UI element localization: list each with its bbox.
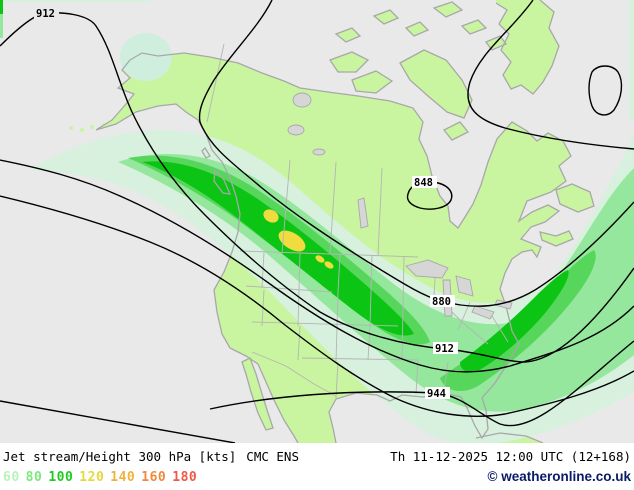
contour-label-912-center: 912 bbox=[435, 343, 454, 355]
baja-california bbox=[242, 358, 273, 430]
contour-unlabeled-mid bbox=[0, 159, 634, 373]
speed-legend: 60 80 100 120 140 160 180 bbox=[3, 468, 203, 488]
contour-880 bbox=[198, 0, 634, 307]
legend-value-140: 140 bbox=[110, 470, 136, 485]
legend-value-160: 160 bbox=[141, 470, 167, 485]
bering-sea-blob bbox=[120, 33, 172, 81]
caption-legend-row: 60 80 100 120 140 160 180 © weatheronline.co.u… bbox=[3, 467, 631, 487]
jetstream-map-image: 912 848 880 912 944 bbox=[0, 0, 634, 443]
legend-value-60: 60 bbox=[3, 470, 20, 485]
caption-title-row: Jet stream/Height 300 hPa [kts] CMC ENS T… bbox=[3, 447, 631, 467]
contour-label-912-nw: 912 bbox=[36, 8, 55, 20]
contour-label-layer: 912 848 880 912 944 bbox=[34, 7, 458, 400]
legend-value-120: 120 bbox=[79, 470, 105, 485]
contour-closed-greenland bbox=[588, 65, 623, 116]
product-title: Jet stream/Height 300 hPa [kts] CMC ENS bbox=[3, 449, 299, 464]
contour-label-848: 848 bbox=[414, 177, 433, 189]
aleutian-islands bbox=[69, 123, 106, 132]
contour-pacific-south bbox=[0, 400, 236, 443]
edge-strip-left bbox=[0, 0, 3, 14]
edge-strip-right bbox=[629, 0, 634, 120]
valid-datetime: Th 11-12-2025 12:00 UTC (12+168) bbox=[390, 449, 631, 464]
height-contour-layer bbox=[0, 0, 634, 443]
map-canvas: 912 848 880 912 944 bbox=[0, 0, 634, 443]
border-layer bbox=[95, 0, 595, 443]
contour-label-880: 880 bbox=[432, 296, 451, 308]
caption-bar: Jet stream/Height 300 hPa [kts] CMC ENS T… bbox=[0, 443, 634, 490]
contour-northeast bbox=[467, 0, 634, 150]
band-120kt-patches bbox=[263, 209, 334, 269]
band-100kt-west bbox=[142, 161, 414, 336]
contour-912 bbox=[0, 12, 634, 363]
lakes bbox=[287, 92, 513, 320]
jetstream-shading-layer bbox=[0, 0, 634, 443]
legend-value-80: 80 bbox=[25, 470, 43, 485]
coastlines bbox=[95, 0, 595, 443]
copyright-text: © weatheronline.co.uk bbox=[487, 469, 631, 484]
legend-value-180: 180 bbox=[172, 470, 198, 485]
band-100kt-east bbox=[460, 270, 569, 373]
baffin-island bbox=[400, 50, 472, 118]
contour-unlabeled-south bbox=[0, 195, 634, 417]
greenland bbox=[496, 0, 559, 94]
contour-944 bbox=[209, 340, 634, 427]
edge-strip-top bbox=[0, 0, 150, 2]
newfoundland bbox=[556, 184, 594, 212]
legend-value-100: 100 bbox=[48, 470, 74, 485]
model-name: CMC ENS bbox=[246, 449, 299, 464]
contour-label-944: 944 bbox=[427, 388, 446, 400]
